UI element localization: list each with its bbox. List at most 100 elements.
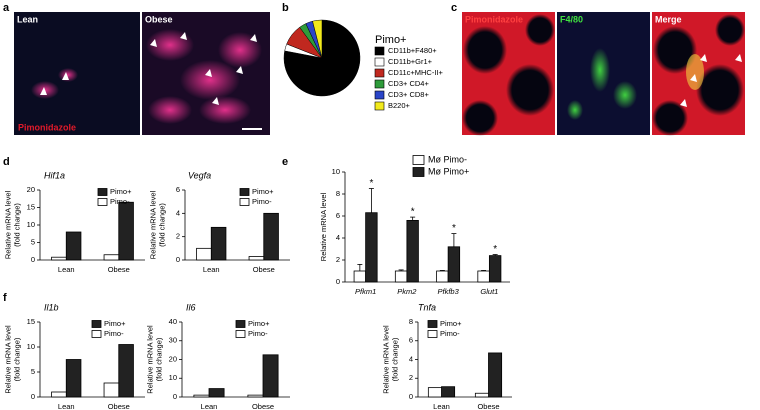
legend-swatch <box>91 330 102 338</box>
legend-label: CD11c+MHC-II+ <box>388 68 443 77</box>
panel-label: d <box>3 156 10 168</box>
y-tick-label: 6 <box>176 185 180 194</box>
y-tick-label: 5 <box>31 367 35 376</box>
bar <box>196 247 212 261</box>
x-tick-label: Obese <box>252 402 274 410</box>
y-tick-label: 40 <box>169 317 177 326</box>
y-tick-label: 6 <box>409 336 413 345</box>
y-tick-label: 15 <box>27 317 35 326</box>
bar <box>394 270 408 283</box>
bar <box>263 212 279 261</box>
bar <box>103 254 120 261</box>
legend-label: Pimo- <box>104 329 124 338</box>
legend-label: Mø Pimo- <box>428 154 467 164</box>
x-tick-label: Lean <box>433 402 450 410</box>
y-axis-label: (fold change) <box>157 203 166 247</box>
y-tick-label: 0 <box>173 392 177 401</box>
bar <box>477 270 490 283</box>
legend-swatch <box>235 320 246 328</box>
legend-swatch <box>427 330 438 338</box>
legend-swatch <box>374 57 385 67</box>
y-axis-label: (fold change) <box>390 337 399 381</box>
bar <box>51 391 67 398</box>
y-tick-label: 10 <box>27 342 35 351</box>
bar <box>488 352 503 398</box>
y-tick-label: 15 <box>27 202 35 211</box>
image-label: Pimonidazole <box>18 122 76 132</box>
chart-title: Tnfa <box>418 302 436 312</box>
legend-label: CD11b+Gr1+ <box>388 57 433 66</box>
legend-swatch <box>412 155 425 165</box>
bar <box>208 388 225 398</box>
legend-title: Pimo+ <box>375 34 407 46</box>
bar <box>118 201 134 261</box>
chart-title: Hif1a <box>44 170 65 180</box>
legend-swatch <box>239 198 250 206</box>
panel-label: e <box>282 156 288 168</box>
bar <box>118 344 134 398</box>
legend-label: Pimo- <box>248 329 268 338</box>
y-tick-label: 2 <box>336 255 340 264</box>
legend-swatch <box>97 188 108 196</box>
x-tick-label: Lean <box>203 265 220 274</box>
y-axis-label: Relative mRNA level <box>3 325 12 394</box>
legend-swatch <box>374 46 385 56</box>
x-tick-label: Glut1 <box>480 287 498 296</box>
y-axis-label: Relative mRNA level <box>319 192 328 261</box>
y-tick-label: 0 <box>31 392 35 401</box>
y-tick-label: 8 <box>409 317 413 326</box>
annotation: * <box>411 207 415 218</box>
legend-swatch <box>374 79 385 89</box>
chart-title: Vegfa <box>188 170 211 180</box>
y-tick-label: 6 <box>336 211 340 220</box>
image-label: Merge <box>655 14 682 24</box>
image-label: Lean <box>17 14 38 24</box>
x-tick-label: Pkm2 <box>397 287 417 296</box>
y-axis-label: Relative mRNA level <box>381 325 390 394</box>
y-axis-label: (fold change) <box>154 337 163 381</box>
y-axis-label: (fold change) <box>12 203 21 247</box>
legend-label: Pimo- <box>110 197 130 206</box>
y-tick-label: 2 <box>176 232 180 241</box>
panel-label: a <box>3 2 10 14</box>
x-tick-label: Pfkm1 <box>355 287 376 296</box>
bar <box>447 246 461 283</box>
y-axis-label: (fold change) <box>12 337 21 381</box>
legend-swatch <box>412 167 425 177</box>
annotation: * <box>452 223 456 234</box>
legend-swatch <box>239 188 250 196</box>
bar <box>247 394 264 398</box>
x-tick-label: Pfkfb3 <box>437 287 459 296</box>
image-label: F4/80 <box>560 14 583 24</box>
pie-slice <box>312 19 323 59</box>
legend-swatch <box>235 330 246 338</box>
image-f480 <box>557 12 650 135</box>
bar <box>474 392 489 398</box>
y-tick-label: 5 <box>31 237 35 246</box>
bar <box>248 256 265 261</box>
y-tick-label: 0 <box>336 277 340 286</box>
x-tick-label: Lean <box>58 265 75 274</box>
x-tick-label: Lean <box>201 402 218 410</box>
legend-swatch <box>91 320 102 328</box>
y-tick-label: 8 <box>336 189 340 198</box>
bar <box>353 270 367 283</box>
x-tick-label: Obese <box>108 265 130 274</box>
bar <box>51 256 67 261</box>
legend-label: Pimo- <box>252 197 272 206</box>
legend-label: Pimo+ <box>110 187 132 196</box>
bar <box>427 387 442 398</box>
y-axis-label: Relative mRNA level <box>148 190 157 259</box>
legend-label: CD3+ CD8+ <box>388 90 429 99</box>
y-tick-label: 10 <box>169 373 177 382</box>
legend-label: Pimo+ <box>440 319 462 328</box>
bar <box>103 382 120 398</box>
y-tick-label: 20 <box>27 185 35 194</box>
panel-label: c <box>451 2 457 14</box>
legend-swatch <box>374 101 385 111</box>
y-axis-label: Relative mRNA level <box>145 325 154 394</box>
bar <box>193 394 210 398</box>
image-lean <box>14 12 140 135</box>
image-obese <box>142 12 270 135</box>
